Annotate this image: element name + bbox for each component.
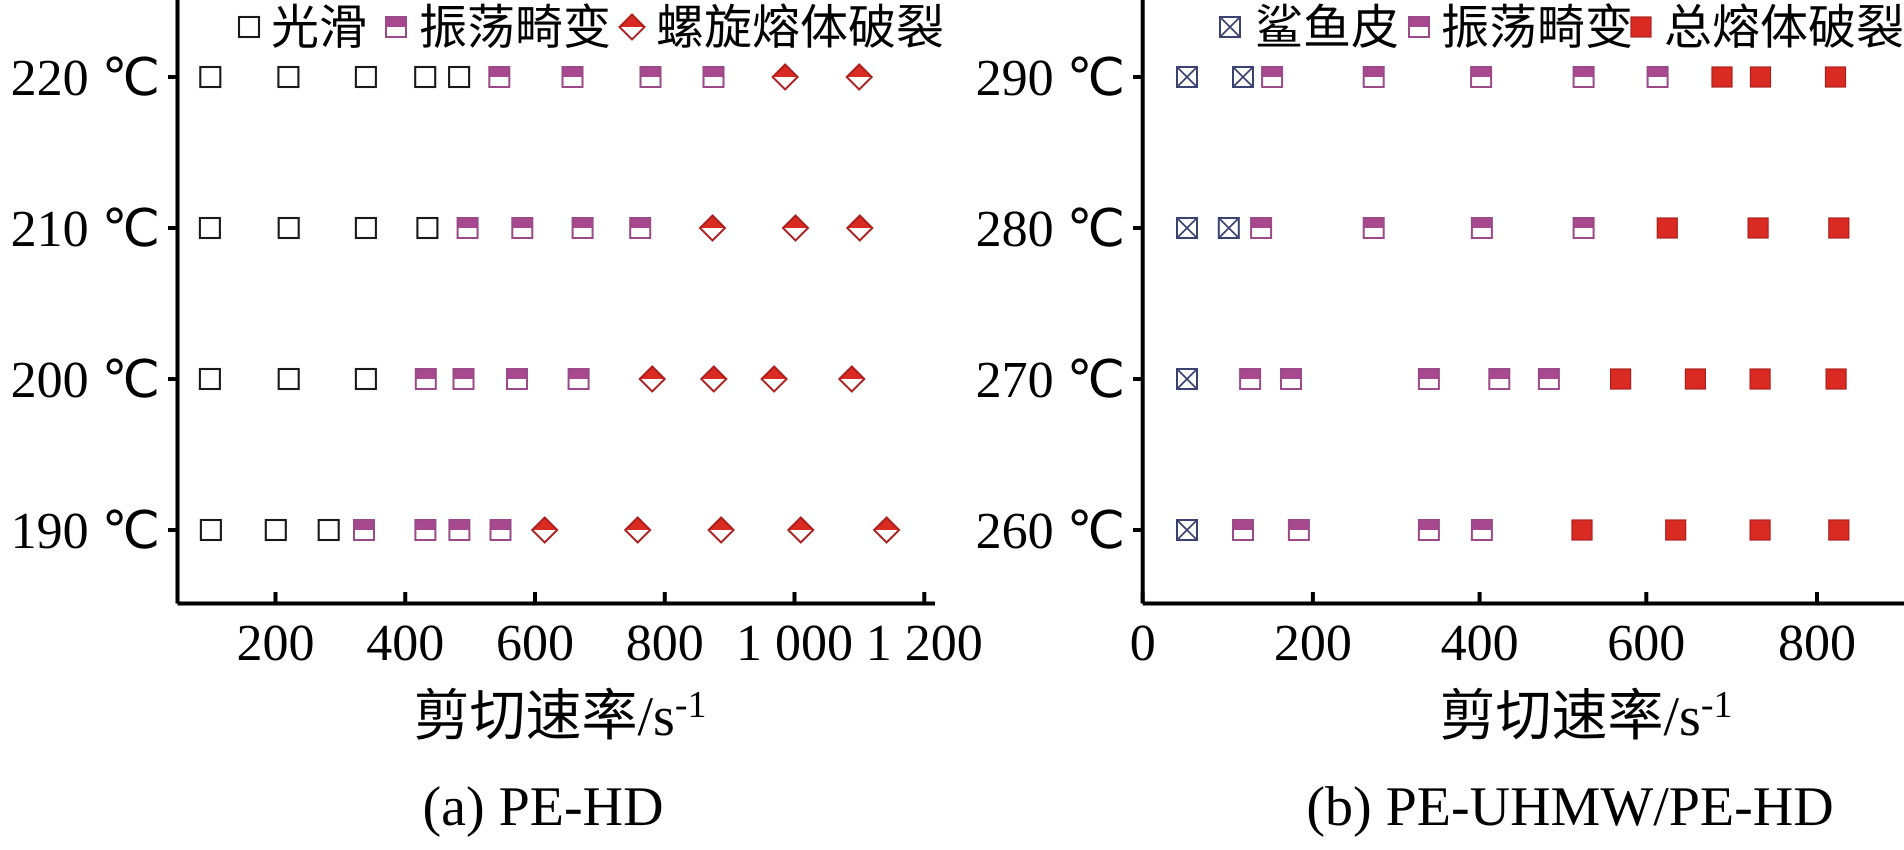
svg-text:200: 200 — [237, 615, 315, 672]
svg-text:1 000: 1 000 — [736, 615, 853, 672]
svg-text:鲨鱼皮: 鲨鱼皮 — [1255, 2, 1399, 55]
svg-text:振荡畸变: 振荡畸变 — [419, 2, 611, 55]
svg-text:螺旋熔体破裂: 螺旋熔体破裂 — [656, 2, 944, 55]
svg-text:400: 400 — [1441, 615, 1519, 672]
svg-text:190 ℃: 190 ℃ — [11, 503, 160, 560]
svg-text:总熔体破裂: 总熔体破裂 — [1664, 2, 1904, 55]
svg-text:600: 600 — [496, 615, 574, 672]
svg-text:800: 800 — [626, 615, 704, 672]
svg-text:(a) PE-HD: (a) PE-HD — [422, 776, 663, 838]
svg-text:220 ℃: 220 ℃ — [11, 50, 160, 107]
svg-text:280 ℃: 280 ℃ — [976, 201, 1125, 258]
svg-text:260 ℃: 260 ℃ — [976, 503, 1125, 560]
svg-text:400: 400 — [366, 615, 444, 672]
svg-text:600: 600 — [1607, 615, 1685, 672]
svg-text:200: 200 — [1274, 615, 1352, 672]
svg-text:0: 0 — [1130, 615, 1156, 672]
svg-text:200 ℃: 200 ℃ — [11, 352, 160, 409]
svg-text:剪切速率/s-1: 剪切速率/s-1 — [1439, 684, 1732, 748]
svg-text:剪切速率/s-1: 剪切速率/s-1 — [413, 684, 706, 748]
svg-text:210 ℃: 210 ℃ — [11, 201, 160, 258]
svg-text:振荡畸变: 振荡畸变 — [1441, 2, 1633, 55]
svg-text:光滑: 光滑 — [271, 2, 367, 55]
svg-text:290 ℃: 290 ℃ — [976, 50, 1125, 107]
svg-text:(b) PE-UHMW/PE-HD: (b) PE-UHMW/PE-HD — [1306, 776, 1833, 838]
svg-text:1 200: 1 200 — [866, 615, 983, 672]
svg-text:800: 800 — [1778, 615, 1856, 672]
svg-text:270 ℃: 270 ℃ — [976, 352, 1125, 409]
